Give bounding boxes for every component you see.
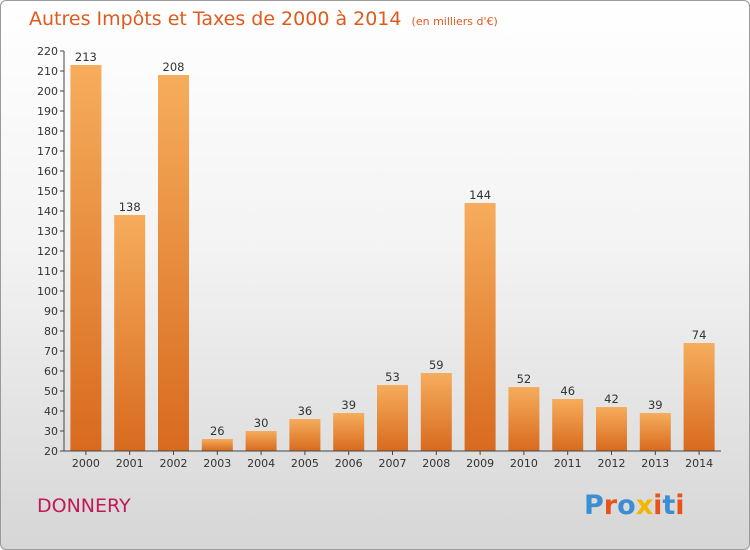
y-tick-label: 180 xyxy=(37,125,58,138)
logo-letter: i xyxy=(675,490,685,521)
logo-letter: P xyxy=(584,490,604,521)
bars: 213 138 208 26 30 36 39 53 59 144 52 46 42 39 74 xyxy=(70,50,715,451)
y-tick-label: 140 xyxy=(37,205,58,218)
chart-title-text: Autres Impôts et Taxes de 2000 à 2014 xyxy=(29,8,402,30)
bar-2006 xyxy=(333,413,365,451)
bar-2012 xyxy=(596,407,627,451)
y-tick-label: 60 xyxy=(44,365,58,378)
y-tick-label: 220 xyxy=(37,45,58,58)
y-tick-label: 190 xyxy=(37,105,58,118)
data-label-2003: 26 xyxy=(210,424,225,438)
y-tick-label: 100 xyxy=(37,285,58,298)
x-tick-label-2004: 2004 xyxy=(247,457,275,470)
x-tick-label-2005: 2005 xyxy=(291,457,319,470)
data-label-2008: 59 xyxy=(429,358,444,372)
chart-title: Autres Impôts et Taxes de 2000 à 2014 (e… xyxy=(29,8,498,30)
bar-2003 xyxy=(201,439,233,451)
data-label-2009: 144 xyxy=(469,188,491,202)
bar-2007 xyxy=(377,385,408,451)
bar-2005 xyxy=(289,419,321,451)
y-tick-label: 170 xyxy=(37,145,58,158)
y-tick-label: 110 xyxy=(37,265,58,278)
x-tick-label-2008: 2008 xyxy=(422,457,450,470)
bar-2013 xyxy=(639,413,671,451)
x-tick-label-2002: 2002 xyxy=(160,457,188,470)
data-label-2012: 42 xyxy=(604,392,619,406)
chart-title-unit: (en milliers d'€) xyxy=(411,15,498,28)
data-label-2000: 213 xyxy=(75,50,97,64)
logo-letter: i xyxy=(653,490,663,521)
data-label-2004: 30 xyxy=(254,416,269,430)
data-label-2001: 138 xyxy=(119,200,141,214)
x-tick-label-2006: 2006 xyxy=(335,457,363,470)
x-tick-label-2001: 2001 xyxy=(116,457,144,470)
x-tick-label-2014: 2014 xyxy=(685,457,713,470)
data-label-2006: 39 xyxy=(341,398,356,412)
x-tick-label-2003: 2003 xyxy=(203,457,231,470)
y-tick-label: 50 xyxy=(44,385,58,398)
y-tick-label: 210 xyxy=(37,65,58,78)
bar-2008 xyxy=(420,373,452,451)
x-tick-label-2012: 2012 xyxy=(598,457,626,470)
bar-2010 xyxy=(508,387,540,451)
x-tick-label-2010: 2010 xyxy=(510,457,538,470)
logo-letter: o xyxy=(617,490,636,521)
x-axis: 2000 2001 2002 2003 2004 2005 2006 2007 2008 2009… xyxy=(64,450,721,470)
x-tick-label-2000: 2000 xyxy=(72,457,100,470)
bar-2014 xyxy=(683,343,715,451)
x-tick-label-2009: 2009 xyxy=(466,457,494,470)
logo-letter: x xyxy=(635,490,654,521)
y-tick-label: 120 xyxy=(37,245,58,258)
data-label-2002: 208 xyxy=(163,60,185,74)
bar-2011 xyxy=(552,399,584,451)
bar-2000 xyxy=(70,65,102,451)
proxiti-logo[interactable]: Proxiti xyxy=(584,490,685,521)
location-label: DONNERY xyxy=(37,495,131,517)
y-tick-label: 70 xyxy=(44,345,58,358)
bar-2009 xyxy=(464,203,496,451)
data-label-2005: 36 xyxy=(298,404,313,418)
y-axis: 20 30 40 50 60 70 80 90 100 110 120 130 140 150 160 170… xyxy=(37,45,65,458)
x-tick-label-2013: 2013 xyxy=(641,457,669,470)
y-tick-label: 30 xyxy=(44,425,58,438)
bar-2001 xyxy=(114,215,146,451)
data-label-2013: 39 xyxy=(648,398,663,412)
bar-2004 xyxy=(245,431,277,451)
data-label-2011: 46 xyxy=(560,384,575,398)
y-tick-label: 90 xyxy=(44,305,58,318)
data-label-2014: 74 xyxy=(692,328,707,342)
data-label-2010: 52 xyxy=(517,372,532,386)
y-tick-label: 80 xyxy=(44,325,58,338)
y-tick-label: 130 xyxy=(37,225,58,238)
x-tick-label-2007: 2007 xyxy=(379,457,407,470)
y-tick-label: 150 xyxy=(37,185,58,198)
y-tick-label: 200 xyxy=(37,85,58,98)
data-label-2007: 53 xyxy=(385,370,400,384)
y-tick-label: 40 xyxy=(44,405,58,418)
logo-letter: r xyxy=(603,490,618,521)
y-tick-label: 20 xyxy=(44,445,58,458)
x-tick-label-2011: 2011 xyxy=(554,457,582,470)
y-tick-label: 160 xyxy=(37,165,58,178)
logo-letter: t xyxy=(662,490,676,521)
bar-2002 xyxy=(158,75,189,451)
